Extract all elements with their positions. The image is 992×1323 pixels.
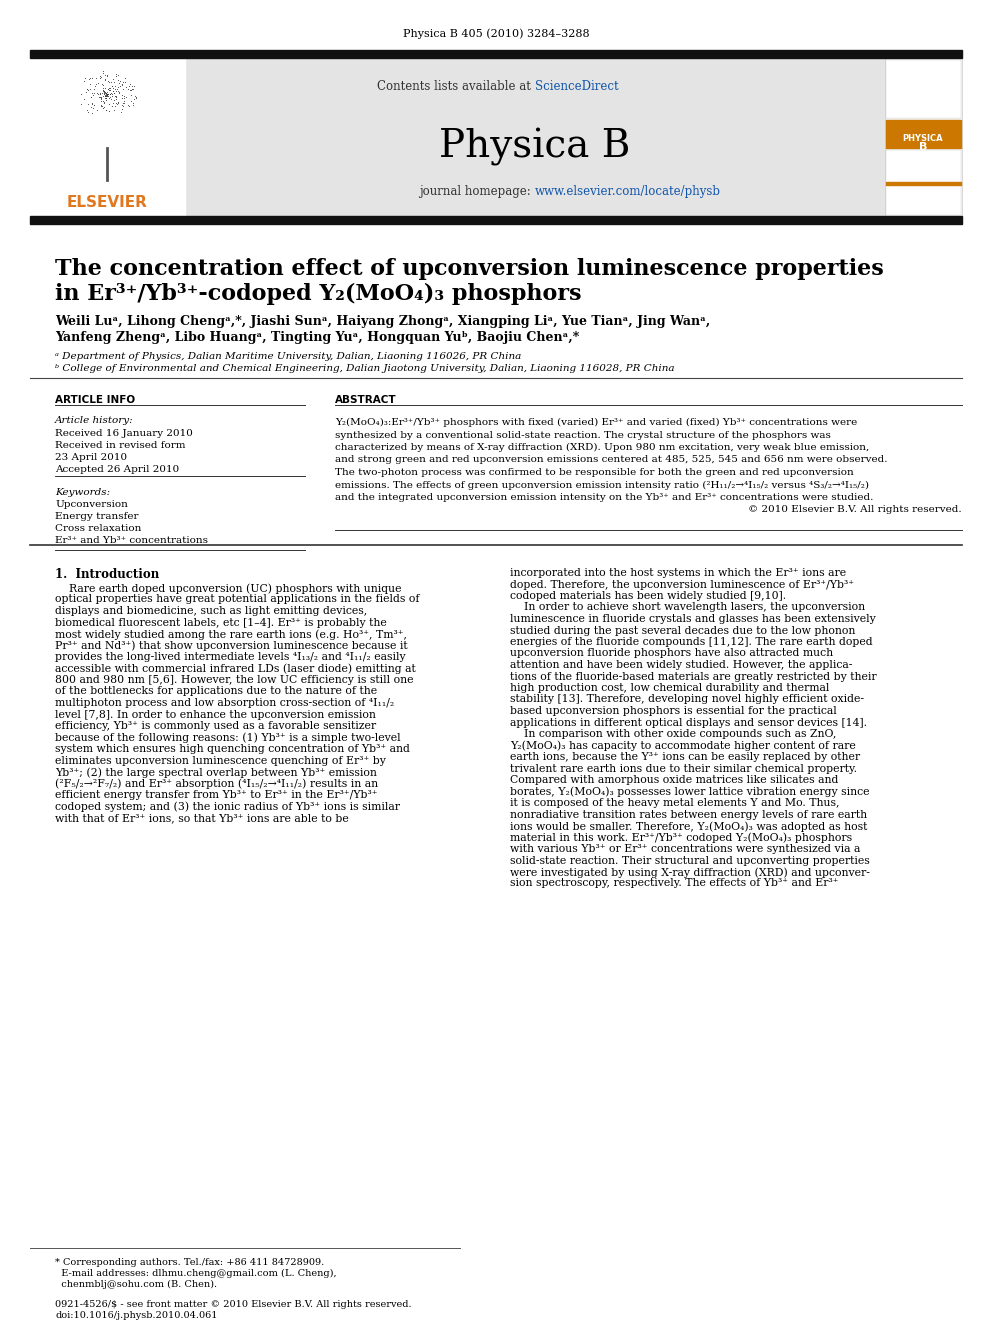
Text: Keywords:: Keywords: bbox=[55, 488, 110, 497]
Text: doped. Therefore, the upconversion luminescence of Er³⁺/Yb³⁺: doped. Therefore, the upconversion lumin… bbox=[510, 579, 854, 590]
Bar bbox=[185, 58, 885, 218]
Bar bbox=[30, 50, 962, 58]
Bar bbox=[886, 149, 961, 216]
Text: high production cost, low chemical durability and thermal: high production cost, low chemical durab… bbox=[510, 683, 829, 693]
Bar bbox=[886, 183, 961, 185]
Text: efficiency, Yb³⁺ is commonly used as a favorable sensitizer: efficiency, Yb³⁺ is commonly used as a f… bbox=[55, 721, 376, 732]
Text: Physica B 405 (2010) 3284–3288: Physica B 405 (2010) 3284–3288 bbox=[403, 28, 589, 38]
Bar bbox=[886, 120, 961, 148]
Text: journal homepage:: journal homepage: bbox=[420, 185, 535, 198]
Text: Cross relaxation: Cross relaxation bbox=[55, 524, 142, 533]
Text: 0921-4526/$ - see front matter © 2010 Elsevier B.V. All rights reserved.: 0921-4526/$ - see front matter © 2010 El… bbox=[55, 1301, 412, 1308]
Text: nonradiative transition rates between energy levels of rare earth: nonradiative transition rates between en… bbox=[510, 810, 867, 819]
Text: material in this work. Er³⁺/Yb³⁺ codoped Y₂(MoO₄)₃ phosphors: material in this work. Er³⁺/Yb³⁺ codoped… bbox=[510, 832, 852, 843]
Text: accessible with commercial infrared LDs (laser diode) emitting at: accessible with commercial infrared LDs … bbox=[55, 664, 416, 673]
Text: trivalent rare earth ions due to their similar chemical property.: trivalent rare earth ions due to their s… bbox=[510, 763, 857, 774]
Text: B: B bbox=[919, 142, 928, 152]
Text: based upconversion phosphors is essential for the practical: based upconversion phosphors is essentia… bbox=[510, 706, 836, 716]
Text: In order to achieve short wavelength lasers, the upconversion: In order to achieve short wavelength las… bbox=[510, 602, 865, 613]
Text: biomedical fluorescent labels, etc [1–4]. Er³⁺ is probably the: biomedical fluorescent labels, etc [1–4]… bbox=[55, 618, 387, 627]
Text: borates, Y₂(MoO₄)₃ possesses lower lattice vibration energy since: borates, Y₂(MoO₄)₃ possesses lower latti… bbox=[510, 786, 870, 796]
Text: 23 April 2010: 23 April 2010 bbox=[55, 452, 127, 462]
Text: it is composed of the heavy metal elements Y and Mo. Thus,: it is composed of the heavy metal elemen… bbox=[510, 798, 839, 808]
Text: 1.  Introduction: 1. Introduction bbox=[55, 568, 160, 581]
Bar bbox=[30, 58, 185, 218]
Text: optical properties have great potential applications in the fields of: optical properties have great potential … bbox=[55, 594, 420, 605]
Text: © 2010 Elsevier B.V. All rights reserved.: © 2010 Elsevier B.V. All rights reserved… bbox=[748, 505, 962, 515]
Text: Upconversion: Upconversion bbox=[55, 500, 128, 509]
Text: efficient energy transfer from Yb³⁺ to Er³⁺ in the Er³⁺/Yb³⁺: efficient energy transfer from Yb³⁺ to E… bbox=[55, 790, 378, 800]
Text: Contents lists available at: Contents lists available at bbox=[377, 79, 535, 93]
Text: 800 and 980 nm [5,6]. However, the low UC efficiency is still one: 800 and 980 nm [5,6]. However, the low U… bbox=[55, 675, 414, 685]
Text: PHYSICA: PHYSICA bbox=[903, 134, 943, 143]
Bar bbox=[30, 216, 962, 224]
Text: Y₂(MoO₄)₃ has capacity to accommodate higher content of rare: Y₂(MoO₄)₃ has capacity to accommodate hi… bbox=[510, 741, 856, 751]
Text: were investigated by using X-ray diffraction (XRD) and upconver-: were investigated by using X-ray diffrac… bbox=[510, 867, 870, 877]
Text: solid-state reaction. Their structural and upconverting properties: solid-state reaction. Their structural a… bbox=[510, 856, 870, 865]
Text: studied during the past several decades due to the low phonon: studied during the past several decades … bbox=[510, 626, 855, 635]
Text: energies of the fluoride compounds [11,12]. The rare earth doped: energies of the fluoride compounds [11,1… bbox=[510, 636, 873, 647]
Text: Article history:: Article history: bbox=[55, 415, 134, 425]
Bar bbox=[886, 60, 961, 118]
Text: eliminates upconversion luminescence quenching of Er³⁺ by: eliminates upconversion luminescence que… bbox=[55, 755, 386, 766]
Text: and strong green and red upconversion emissions centered at 485, 525, 545 and 65: and strong green and red upconversion em… bbox=[335, 455, 888, 464]
Text: Received 16 January 2010: Received 16 January 2010 bbox=[55, 429, 192, 438]
Text: E-mail addresses: dlhmu.cheng@gmail.com (L. Cheng),: E-mail addresses: dlhmu.cheng@gmail.com … bbox=[55, 1269, 336, 1278]
Text: ScienceDirect: ScienceDirect bbox=[535, 79, 619, 93]
Text: Accepted 26 April 2010: Accepted 26 April 2010 bbox=[55, 464, 180, 474]
Text: ᵃ Department of Physics, Dalian Maritime University, Dalian, Liaoning 116026, PR: ᵃ Department of Physics, Dalian Maritime… bbox=[55, 352, 521, 361]
Text: Physica B: Physica B bbox=[439, 128, 631, 165]
Text: with various Yb³⁺ or Er³⁺ concentrations were synthesized via a: with various Yb³⁺ or Er³⁺ concentrations… bbox=[510, 844, 860, 855]
Text: most widely studied among the rare earth ions (e.g. Ho³⁺, Tm³⁺,: most widely studied among the rare earth… bbox=[55, 628, 407, 639]
Text: incorporated into the host systems in which the Er³⁺ ions are: incorporated into the host systems in wh… bbox=[510, 568, 846, 578]
Text: doi:10.1016/j.physb.2010.04.061: doi:10.1016/j.physb.2010.04.061 bbox=[55, 1311, 217, 1320]
Text: codoped materials has been widely studied [9,10].: codoped materials has been widely studie… bbox=[510, 591, 786, 601]
Text: applications in different optical displays and sensor devices [14].: applications in different optical displa… bbox=[510, 717, 867, 728]
Text: chenmblj@sohu.com (B. Chen).: chenmblj@sohu.com (B. Chen). bbox=[55, 1279, 217, 1289]
Bar bbox=[885, 58, 962, 218]
Text: and the integrated upconversion emission intensity on the Yb³⁺ and Er³⁺ concentr: and the integrated upconversion emission… bbox=[335, 493, 873, 501]
Text: The two-photon process was confirmed to be responsible for both the green and re: The two-photon process was confirmed to … bbox=[335, 468, 854, 478]
Text: Pr³⁺ and Nd³⁺) that show upconversion luminescence because it: Pr³⁺ and Nd³⁺) that show upconversion lu… bbox=[55, 640, 408, 651]
Text: tions of the fluoride-based materials are greatly restricted by their: tions of the fluoride-based materials ar… bbox=[510, 672, 877, 681]
Text: characterized by means of X-ray diffraction (XRD). Upon 980 nm excitation, very : characterized by means of X-ray diffract… bbox=[335, 443, 869, 452]
Text: codoped system; and (3) the ionic radius of Yb³⁺ ions is similar: codoped system; and (3) the ionic radius… bbox=[55, 802, 400, 812]
Text: Energy transfer: Energy transfer bbox=[55, 512, 139, 521]
Text: Er³⁺ and Yb³⁺ concentrations: Er³⁺ and Yb³⁺ concentrations bbox=[55, 536, 208, 545]
Text: luminescence in fluoride crystals and glasses has been extensively: luminescence in fluoride crystals and gl… bbox=[510, 614, 876, 624]
Text: * Corresponding authors. Tel./fax: +86 411 84728909.: * Corresponding authors. Tel./fax: +86 4… bbox=[55, 1258, 324, 1267]
Text: ELSEVIER: ELSEVIER bbox=[66, 194, 148, 210]
Text: system which ensures high quenching concentration of Yb³⁺ and: system which ensures high quenching conc… bbox=[55, 744, 410, 754]
Text: Weili Luᵃ, Lihong Chengᵃ,*, Jiashi Sunᵃ, Haiyang Zhongᵃ, Xiangping Liᵃ, Yue Tian: Weili Luᵃ, Lihong Chengᵃ,*, Jiashi Sunᵃ,… bbox=[55, 315, 710, 328]
Text: Compared with amorphous oxide matrices like silicates and: Compared with amorphous oxide matrices l… bbox=[510, 775, 838, 785]
Text: in Er³⁺/Yb³⁺-codoped Y₂(MoO₄)₃ phosphors: in Er³⁺/Yb³⁺-codoped Y₂(MoO₄)₃ phosphors bbox=[55, 283, 581, 306]
Text: multiphoton process and low absorption cross-section of ⁴I₁₁/₂: multiphoton process and low absorption c… bbox=[55, 699, 394, 708]
Text: stability [13]. Therefore, developing novel highly efficient oxide-: stability [13]. Therefore, developing no… bbox=[510, 695, 864, 705]
Text: ᵇ College of Environmental and Chemical Engineering, Dalian Jiaotong University,: ᵇ College of Environmental and Chemical … bbox=[55, 364, 675, 373]
Text: synthesized by a conventional solid-state reaction. The crystal structure of the: synthesized by a conventional solid-stat… bbox=[335, 430, 831, 439]
Text: earth ions, because the Y³⁺ ions can be easily replaced by other: earth ions, because the Y³⁺ ions can be … bbox=[510, 751, 860, 762]
Text: attention and have been widely studied. However, the applica-: attention and have been widely studied. … bbox=[510, 660, 852, 669]
Text: of the bottlenecks for applications due to the nature of the: of the bottlenecks for applications due … bbox=[55, 687, 377, 696]
Text: upconversion fluoride phosphors have also attracted much: upconversion fluoride phosphors have als… bbox=[510, 648, 833, 659]
Text: Yanfeng Zhengᵃ, Libo Huangᵃ, Tingting Yuᵃ, Hongquan Yuᵇ, Baojiu Chenᵃ,*: Yanfeng Zhengᵃ, Libo Huangᵃ, Tingting Yu… bbox=[55, 331, 579, 344]
Text: provides the long-lived intermediate levels ⁴I₁₃/₂ and ⁴I₁₁/₂ easily: provides the long-lived intermediate lev… bbox=[55, 652, 406, 662]
Text: ABSTRACT: ABSTRACT bbox=[335, 396, 397, 405]
Text: Yb³⁺; (2) the large spectral overlap between Yb³⁺ emission: Yb³⁺; (2) the large spectral overlap bet… bbox=[55, 767, 377, 778]
Text: In comparison with other oxide compounds such as ZnO,: In comparison with other oxide compounds… bbox=[510, 729, 836, 740]
Text: www.elsevier.com/locate/physb: www.elsevier.com/locate/physb bbox=[535, 185, 721, 198]
Text: because of the following reasons: (1) Yb³⁺ is a simple two-level: because of the following reasons: (1) Yb… bbox=[55, 733, 401, 744]
Text: (²F₅/₂→²F₇/₂) and Er³⁺ absorption (⁴I₁₅/₂→⁴I₁₁/₂) results in an: (²F₅/₂→²F₇/₂) and Er³⁺ absorption (⁴I₁₅/… bbox=[55, 778, 378, 789]
Text: ARTICLE INFO: ARTICLE INFO bbox=[55, 396, 135, 405]
Text: with that of Er³⁺ ions, so that Yb³⁺ ions are able to be: with that of Er³⁺ ions, so that Yb³⁺ ion… bbox=[55, 814, 349, 823]
Text: The concentration effect of upconversion luminescence properties: The concentration effect of upconversion… bbox=[55, 258, 884, 280]
Text: Y₂(MoO₄)₃:Er³⁺/Yb³⁺ phosphors with fixed (varied) Er³⁺ and varied (fixed) Yb³⁺ c: Y₂(MoO₄)₃:Er³⁺/Yb³⁺ phosphors with fixed… bbox=[335, 418, 857, 427]
Text: emissions. The effects of green upconversion emission intensity ratio (²H₁₁/₂→⁴I: emissions. The effects of green upconver… bbox=[335, 480, 869, 490]
Text: sion spectroscopy, respectively. The effects of Yb³⁺ and Er³⁺: sion spectroscopy, respectively. The eff… bbox=[510, 878, 838, 889]
Text: Rare earth doped upconversion (UC) phosphors with unique: Rare earth doped upconversion (UC) phosp… bbox=[55, 583, 402, 594]
Text: displays and biomedicine, such as light emitting devices,: displays and biomedicine, such as light … bbox=[55, 606, 367, 617]
Text: level [7,8]. In order to enhance the upconversion emission: level [7,8]. In order to enhance the upc… bbox=[55, 709, 376, 720]
Text: Received in revised form: Received in revised form bbox=[55, 441, 186, 450]
Text: ions would be smaller. Therefore, Y₂(MoO₄)₃ was adopted as host: ions would be smaller. Therefore, Y₂(MoO… bbox=[510, 822, 867, 832]
